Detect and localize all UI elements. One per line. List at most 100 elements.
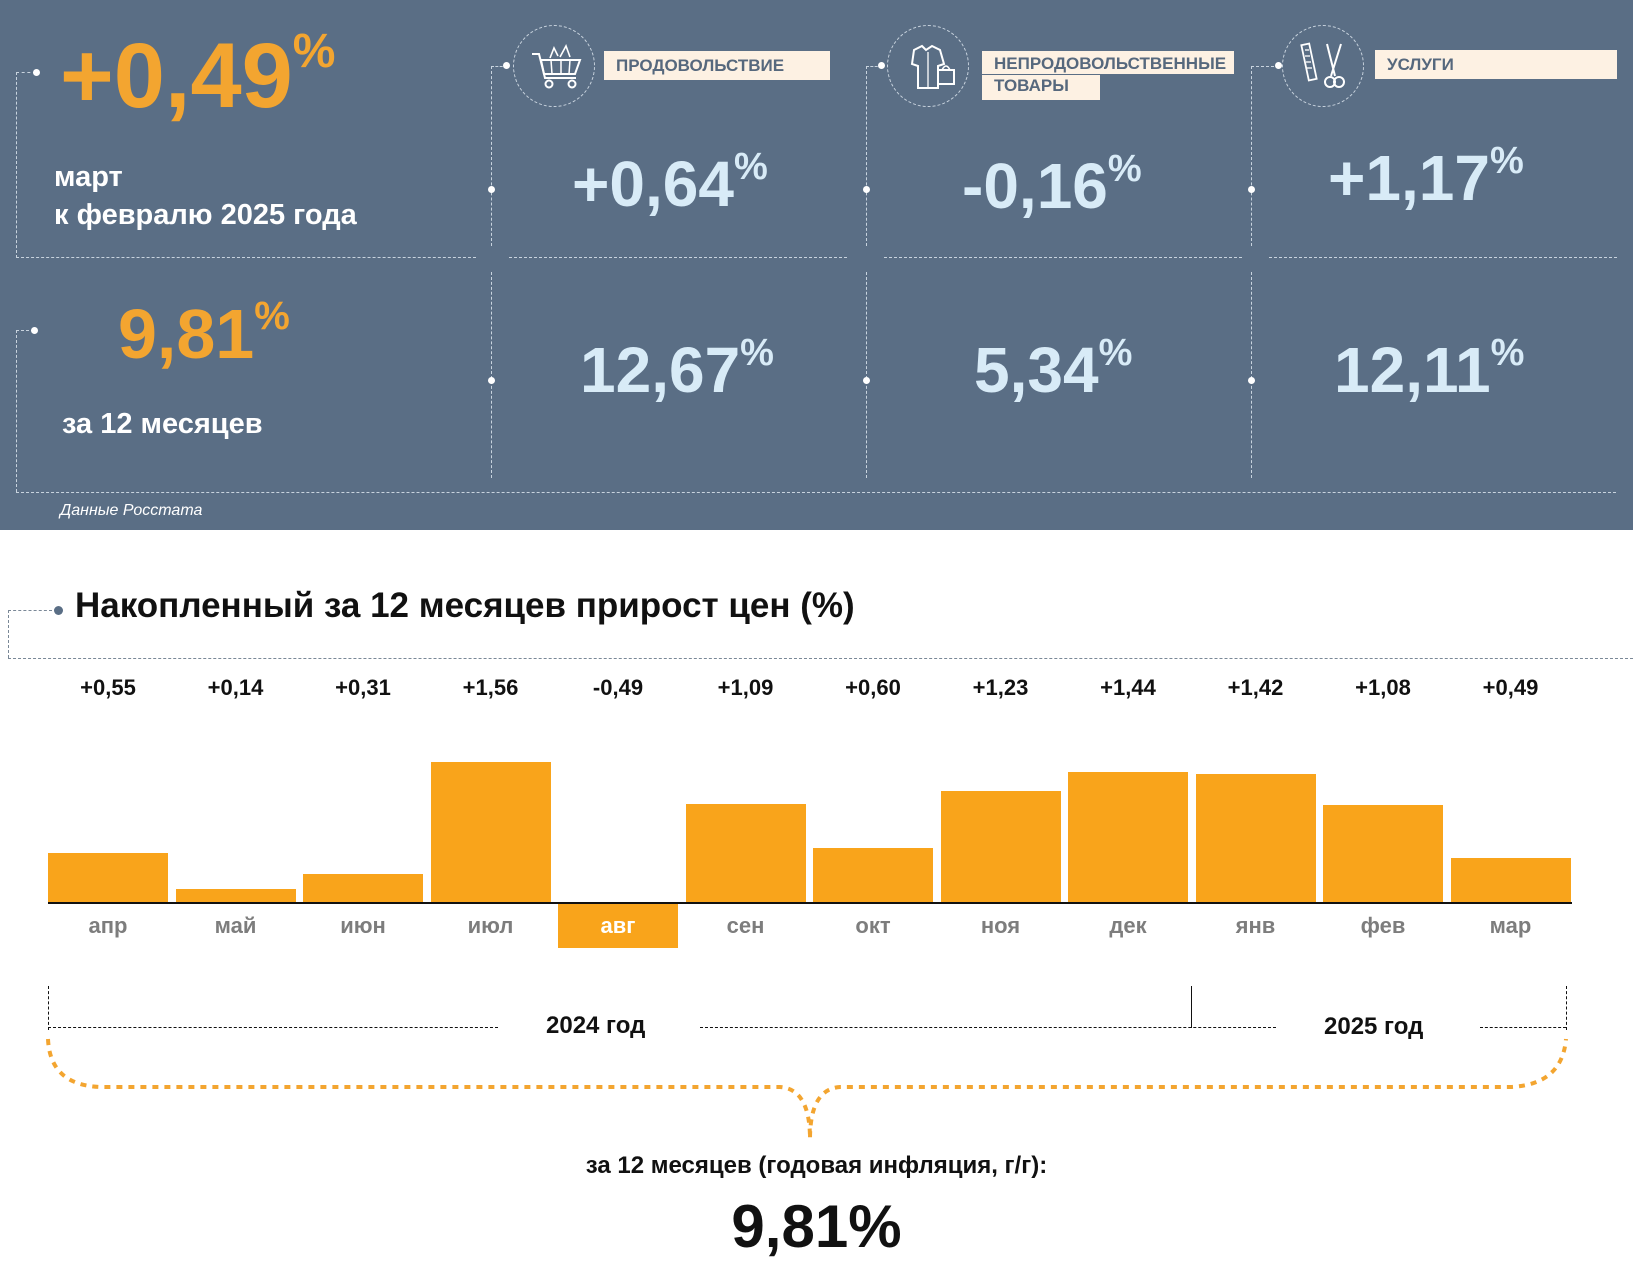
bullet-dot — [1248, 186, 1255, 193]
month-label-7: ноя — [980, 913, 1021, 938]
frame-line — [866, 66, 882, 67]
bullet-dot — [503, 62, 510, 69]
year-change-value: 9,81% — [118, 294, 290, 373]
frame-line — [16, 330, 17, 492]
category-label-food: ПРОДОВОЛЬСТВИЕ — [604, 51, 830, 80]
frame-line — [16, 72, 36, 73]
bar-9 — [1195, 774, 1316, 902]
percent-sign: % — [1098, 332, 1133, 374]
bar-11 — [1450, 857, 1571, 902]
frame-line — [16, 492, 1616, 493]
scissors-comb-icon — [1282, 25, 1364, 107]
year-bracket-tick — [1566, 986, 1567, 1030]
month-label-9: янв — [1235, 913, 1276, 938]
value-label-10: +1,08 — [1355, 675, 1411, 700]
value-label-9: +1,42 — [1227, 675, 1284, 700]
bar-6 — [813, 848, 933, 902]
bullet-dot — [1275, 62, 1282, 69]
frame-line — [16, 257, 476, 258]
bullet-dot — [54, 606, 63, 615]
bar-1 — [175, 889, 296, 902]
value-label-4: -0,49 — [592, 675, 644, 700]
value-label-7: +1,23 — [972, 675, 1029, 700]
bar-0 — [48, 852, 168, 902]
bar-7 — [940, 791, 1061, 902]
frame-line — [491, 66, 492, 246]
caption-line: март — [54, 161, 123, 193]
frame-line — [8, 610, 9, 658]
services-year-value: 12,11% — [1334, 332, 1525, 406]
data-source: Данные Росстата — [60, 502, 203, 519]
clothing-bag-icon — [887, 25, 969, 107]
month-label-0: апр — [88, 913, 128, 938]
value-label-1: +0,14 — [207, 675, 264, 700]
year-label-2024: 2024 год — [546, 1012, 646, 1039]
value-label-5: +1,09 — [717, 675, 774, 700]
nonfood-month-value: -0,16% — [962, 148, 1142, 222]
label-line: ТОВАРЫ — [994, 76, 1069, 95]
year-divider — [1191, 986, 1192, 1028]
frame-line — [1269, 257, 1617, 258]
services-month-value: +1,17% — [1328, 140, 1524, 214]
summary-value: 9,81% — [731, 1193, 902, 1260]
value-label-2: +0,31 — [335, 675, 391, 700]
summary-brace — [46, 1038, 1568, 1140]
x-axis-line — [48, 902, 1572, 904]
year-line — [700, 1027, 1276, 1028]
month-label-1: май — [214, 913, 257, 938]
percent-sign: % — [292, 25, 336, 78]
frame-line — [866, 66, 867, 246]
frame-line — [8, 658, 1633, 659]
food-month-value: +0,64% — [572, 146, 768, 220]
bullet-dot — [863, 186, 870, 193]
chart-title: Накопленный за 12 месяцев прирост цен (%… — [75, 586, 855, 625]
frame-line — [16, 72, 17, 258]
frame-line — [1251, 272, 1252, 478]
value-label-8: +1,44 — [1100, 675, 1156, 700]
year-change-caption: за 12 месяцев — [62, 408, 263, 440]
bullet-dot — [863, 377, 870, 384]
label-line: НЕПРОДОВОЛЬСТВЕННЫЕ — [994, 54, 1227, 73]
category-label-nonfood-line2: ТОВАРЫ — [982, 75, 1100, 100]
bar-10 — [1323, 804, 1443, 902]
bar-3 — [430, 761, 551, 902]
value-label-6: +0,60 — [845, 675, 901, 700]
frame-line — [1251, 66, 1252, 246]
month-label-10: фев — [1360, 913, 1406, 938]
category-label-nonfood: НЕПРОДОВОЛЬСТВЕННЫЕ — [982, 51, 1234, 74]
bullet-dot — [33, 69, 40, 76]
bar-2 — [303, 874, 423, 902]
year-label-2025: 2025 год — [1324, 1013, 1424, 1040]
bullet-dot — [488, 186, 495, 193]
category-label-services: УСЛУГИ — [1375, 50, 1617, 79]
frame-line — [491, 66, 507, 67]
month-label-3: июл — [467, 913, 514, 938]
food-year-value: 12,67% — [580, 332, 774, 406]
shopping-cart-icon — [513, 25, 595, 107]
caption-line: к февралю 2025 года — [54, 199, 357, 231]
value-label-3: +1,56 — [462, 675, 519, 700]
bullet-dot — [1248, 377, 1255, 384]
percent-sign: % — [733, 146, 768, 188]
month-change-value: +0,49% — [60, 25, 336, 127]
frame-line — [509, 257, 847, 258]
frame-line — [884, 257, 1242, 258]
bar-4 — [558, 904, 678, 949]
bullet-dot — [878, 62, 885, 69]
month-change-caption: март к февралю 2025 года — [54, 158, 357, 234]
month-label-6: окт — [855, 913, 891, 938]
nonfood-year-value: 5,34% — [974, 332, 1133, 406]
percent-sign: % — [1107, 148, 1142, 190]
bar-5 — [685, 803, 806, 902]
summary-caption: за 12 месяцев (годовая инфляция, г/г): — [585, 1152, 1048, 1179]
year-bracket-tick — [48, 986, 49, 1030]
year-line — [1480, 1027, 1566, 1028]
frame-line — [1251, 66, 1279, 67]
value-label-11: +0,49 — [1482, 675, 1539, 700]
percent-sign: % — [254, 294, 290, 338]
percent-sign: % — [740, 332, 774, 374]
bullet-dot — [31, 327, 38, 334]
month-label-2: июн — [340, 913, 386, 938]
percent-sign: % — [1490, 332, 1525, 374]
frame-line — [8, 610, 52, 611]
